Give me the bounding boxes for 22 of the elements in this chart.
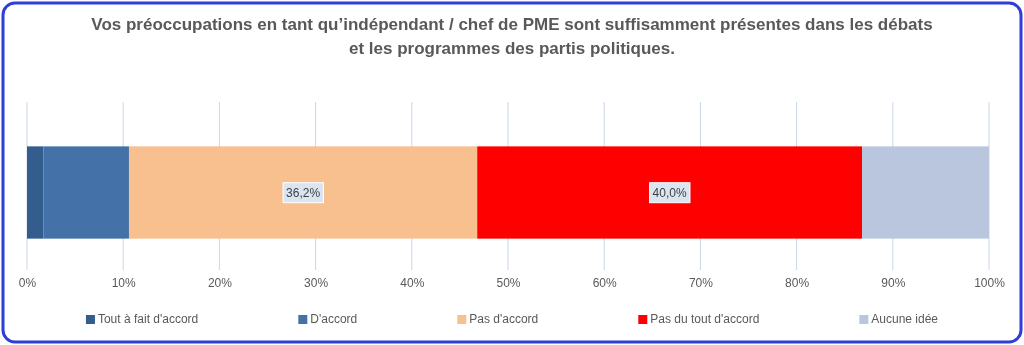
x-tick-label: 10% xyxy=(111,275,137,290)
legend-label: Aucune idée xyxy=(871,312,939,326)
x-tick-label: 90% xyxy=(881,275,906,290)
bar xyxy=(128,146,478,239)
bar xyxy=(27,146,44,239)
x-tick-label: 80% xyxy=(785,275,810,290)
legend-label: Tout à fait d'accord xyxy=(97,312,199,326)
bar xyxy=(477,146,863,239)
bar xyxy=(862,146,989,239)
x-tick-label: 70% xyxy=(688,275,714,290)
x-tick-label: 20% xyxy=(207,275,233,290)
legend-label: Pas d'accord xyxy=(469,312,539,326)
x-tick-label: 100% xyxy=(974,275,1006,290)
legend-label: D'accord xyxy=(310,312,358,326)
x-tick-label: 60% xyxy=(592,275,618,290)
x-tick-label: 0% xyxy=(18,275,37,290)
x-tick-label: 50% xyxy=(496,275,521,290)
x-tick-label: 40% xyxy=(400,275,425,290)
legend-label: Pas du tout d'accord xyxy=(650,312,760,326)
bar xyxy=(43,146,129,239)
x-tick-label: 30% xyxy=(304,275,329,290)
chart-title: Vos préoccupations en tant qu’indépendant / chef de PME sont suffisamment présentes dans les débats et les programmes des partis politiques. xyxy=(91,15,933,58)
